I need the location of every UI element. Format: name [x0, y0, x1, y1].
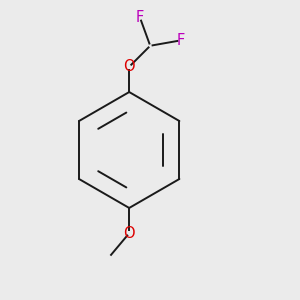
- Text: O: O: [123, 226, 135, 241]
- Text: F: F: [136, 10, 144, 25]
- Text: O: O: [123, 59, 135, 74]
- Text: F: F: [177, 33, 185, 48]
